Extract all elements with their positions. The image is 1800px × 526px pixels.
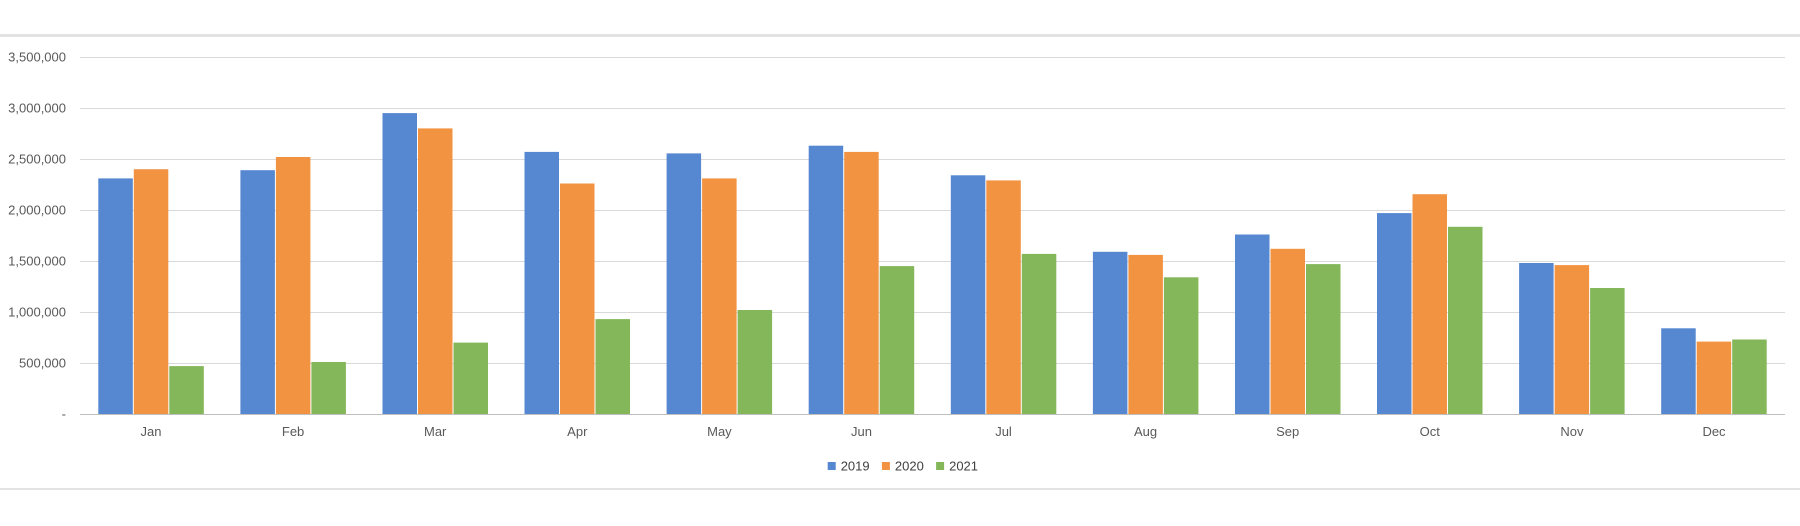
bar-2020-jun xyxy=(844,151,879,414)
bar-2019-sep xyxy=(1235,234,1270,414)
bar-2020-jul xyxy=(986,180,1021,414)
y-tick-label: 1,000,000 xyxy=(8,305,66,320)
x-axis: Jan Feb Mar Apr May Jun Jul Aug Sep Oct Nov Dec xyxy=(80,414,1785,439)
x-tick-label: Jun xyxy=(851,424,872,439)
bar-2021-mar xyxy=(453,342,488,414)
legend-swatch-2020 xyxy=(881,462,890,470)
bar-2021-oct xyxy=(1448,226,1483,414)
x-tick-label: Aug xyxy=(1134,424,1157,439)
bar-2021-aug xyxy=(1163,277,1199,414)
bar-2020-feb xyxy=(275,157,311,414)
bar-2021-dec xyxy=(1732,339,1767,414)
y-axis: - 500,000 1,000,000 1,500,000 2,000,000 2,500… xyxy=(8,50,66,422)
bar-2019-apr xyxy=(524,151,559,414)
x-tick-label: Dec xyxy=(1702,424,1726,439)
bar-2019-dec xyxy=(1661,328,1696,414)
x-tick-label: Apr xyxy=(567,424,588,439)
bar-2020-mar xyxy=(418,128,453,414)
bar-2021-sep xyxy=(1306,264,1341,414)
y-tick-label: 1,500,000 xyxy=(8,254,66,269)
bar-2019-aug xyxy=(1092,251,1128,414)
x-tick-label: Jan xyxy=(141,424,162,439)
legend-label-2021: 2021 xyxy=(949,459,978,474)
bar-2021-may xyxy=(737,310,773,414)
bar-2019-may xyxy=(666,153,702,414)
bar-2021-apr xyxy=(595,319,630,414)
legend-label-2020: 2020 xyxy=(895,459,924,474)
y-tick-label: - xyxy=(62,407,66,422)
chart-bottom-border xyxy=(0,488,1800,490)
chart-top-border xyxy=(0,34,1800,37)
bar-2021-nov xyxy=(1590,288,1625,414)
legend-swatch-2019 xyxy=(827,462,836,470)
bar-2020-aug xyxy=(1128,254,1163,414)
x-tick-label: Jul xyxy=(995,424,1012,439)
bar-2019-mar xyxy=(382,113,417,414)
bar-2020-may xyxy=(702,178,737,414)
bar-2019-feb xyxy=(240,170,275,414)
bar-2019-nov xyxy=(1519,263,1554,414)
bar-2021-jun xyxy=(879,266,915,414)
bar-2021-jul xyxy=(1021,253,1057,414)
y-tick-label: 2,000,000 xyxy=(8,203,66,218)
legend-swatch-2021 xyxy=(936,462,945,470)
y-tick-label: 500,000 xyxy=(19,356,66,371)
bar-2021-feb xyxy=(311,362,346,414)
x-tick-label: Nov xyxy=(1560,424,1584,439)
bar-2019-jul xyxy=(950,175,986,414)
bar-2019-jan xyxy=(98,178,133,414)
bar-2020-nov xyxy=(1554,265,1590,414)
x-tick-label: Oct xyxy=(1420,424,1441,439)
legend: 2019 2020 2021 xyxy=(827,459,978,474)
x-tick-label: May xyxy=(707,424,732,439)
bars xyxy=(98,113,1767,414)
bar-2019-oct xyxy=(1377,213,1412,414)
y-tick-label: 2,500,000 xyxy=(8,152,66,167)
bar-2020-jan xyxy=(133,169,169,414)
bar-2019-jun xyxy=(808,145,844,414)
bar-2020-oct xyxy=(1412,194,1447,414)
x-tick-label: Mar xyxy=(424,424,447,439)
gridlines xyxy=(80,57,1785,364)
x-tick-label: Feb xyxy=(282,424,304,439)
bar-2020-apr xyxy=(560,183,595,414)
bar-2020-dec xyxy=(1696,341,1732,414)
y-tick-label: 3,000,000 xyxy=(8,101,66,116)
bar-2020-sep xyxy=(1270,248,1305,414)
y-tick-label: 3,500,000 xyxy=(8,50,66,65)
bar-2021-jan xyxy=(169,366,204,414)
legend-label-2019: 2019 xyxy=(841,459,870,474)
x-tick-label: Sep xyxy=(1276,424,1299,439)
